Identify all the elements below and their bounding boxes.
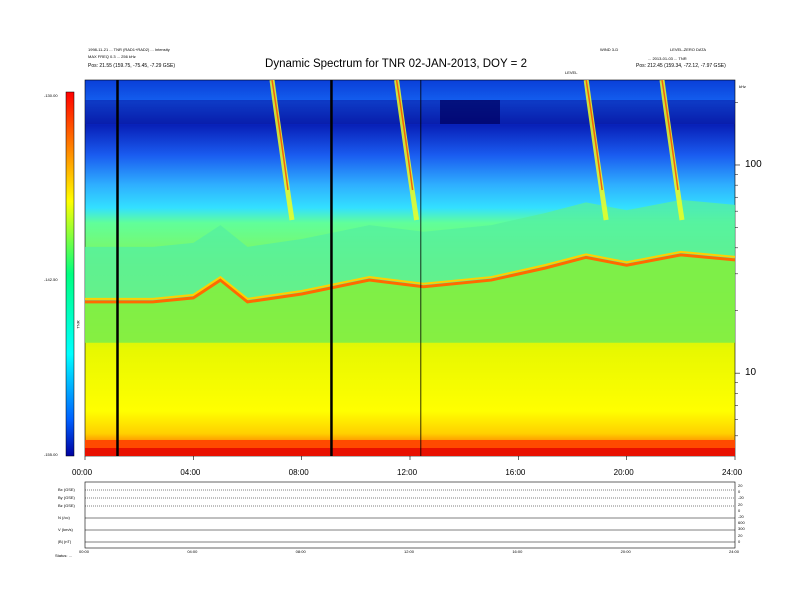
- bottom-right-scale-label: 20: [738, 483, 743, 488]
- x-tick-label: 04:00: [180, 468, 201, 477]
- colorbar-tick-top: -130.00: [44, 93, 58, 98]
- header-right-line-2: LEVEL-ZERO DATA: [670, 47, 707, 52]
- bottom-right-scale-label: 20: [738, 501, 743, 507]
- bottom-x-tick-label: 16:00: [512, 549, 523, 554]
- plasma-upper-band: [85, 199, 735, 302]
- colorbar-label: TNR: [75, 320, 81, 329]
- plasma-region: [85, 254, 735, 343]
- x-tick-label: 20:00: [613, 468, 634, 477]
- x-tick-label: 12:00: [397, 468, 418, 477]
- bottom-row-label: |B| (nT): [58, 539, 72, 544]
- header-right-line-1: WIND 3-D: [600, 47, 619, 52]
- bottom-right-scale-label: 0: [738, 507, 741, 513]
- spectrogram-detail: [85, 80, 735, 456]
- colorbar-tick-mid: -142.50: [44, 277, 58, 282]
- bottom-x-tick-label: 24:00: [729, 549, 740, 554]
- footer-status: Status: ...: [55, 553, 72, 558]
- bottom-x-tick-label: 08:00: [295, 549, 306, 554]
- header-right-line-3: ... 2013-01-03 ... TNR: [648, 56, 687, 61]
- bottom-x-tick-label: 20:00: [620, 549, 631, 554]
- bottom-x-tick-label: 12:00: [404, 549, 415, 554]
- colorbar: [65, 91, 75, 457]
- bottom-panel-frame: [84, 481, 736, 549]
- type-iii-burst-core: [661, 80, 679, 191]
- plasma-line: [85, 253, 735, 304]
- bottom-x-tick-label: 04:00: [187, 549, 198, 554]
- bottom-row-label: Bx (GSE): [58, 487, 75, 492]
- type-iii-burst-core: [395, 80, 414, 191]
- upper-marker-label: LEVEL: [565, 70, 578, 75]
- header-position-right: Pos: 212.45 (159.34, -72.12, -7.97 GSE): [636, 63, 726, 69]
- bottom-row-label: By (GSE): [58, 495, 75, 500]
- header-line-2: MAX FREQ 0.3 ... 256 kHz: [88, 54, 136, 59]
- bottom-right-scale-label: 300: [738, 526, 745, 532]
- x-tick-label: 00:00: [72, 468, 93, 477]
- bottom-right-scale-label: 0: [738, 538, 741, 544]
- bottom-row-label: N (/cc): [58, 515, 70, 520]
- bottom-right-scale-label: 0: [738, 489, 741, 495]
- x-tick-label: 08:00: [288, 468, 309, 477]
- colorbar-tick-bottom: -155.00: [44, 452, 58, 457]
- x-tick-label: 24:00: [722, 468, 743, 477]
- bottom-right-scale-label: -20: [738, 514, 744, 519]
- bottom-right-scale-label: 600: [738, 520, 745, 526]
- bottom-x-tick-label: 00:00: [79, 549, 90, 554]
- plasma-line-edge: [85, 250, 735, 300]
- header-position-left: Pos: 21.55 (159.75, -75.45, -7.29 GSE): [88, 63, 175, 69]
- y-tick-label: 10: [745, 367, 757, 379]
- x-tick-label: 16:00: [505, 468, 526, 477]
- freq-unit-label: kHz: [739, 84, 746, 89]
- bottom-right-scale-label: -20: [738, 495, 744, 501]
- y-tick-label: 100: [745, 158, 762, 170]
- type-iii-burst-core: [271, 80, 289, 191]
- bottom-row-label: V (km/s): [58, 527, 73, 532]
- header-line-1: 1998-11-21 ... TNR (RAD1+RAD2) ... Inten…: [88, 47, 170, 52]
- chart-title: Dynamic Spectrum for TNR 02-JAN-2013, DO…: [265, 58, 527, 70]
- bottom-right-scale-label: 20: [738, 532, 743, 538]
- type-iii-burst-core: [585, 80, 603, 191]
- bottom-row-label: Bz (GSE): [58, 503, 75, 508]
